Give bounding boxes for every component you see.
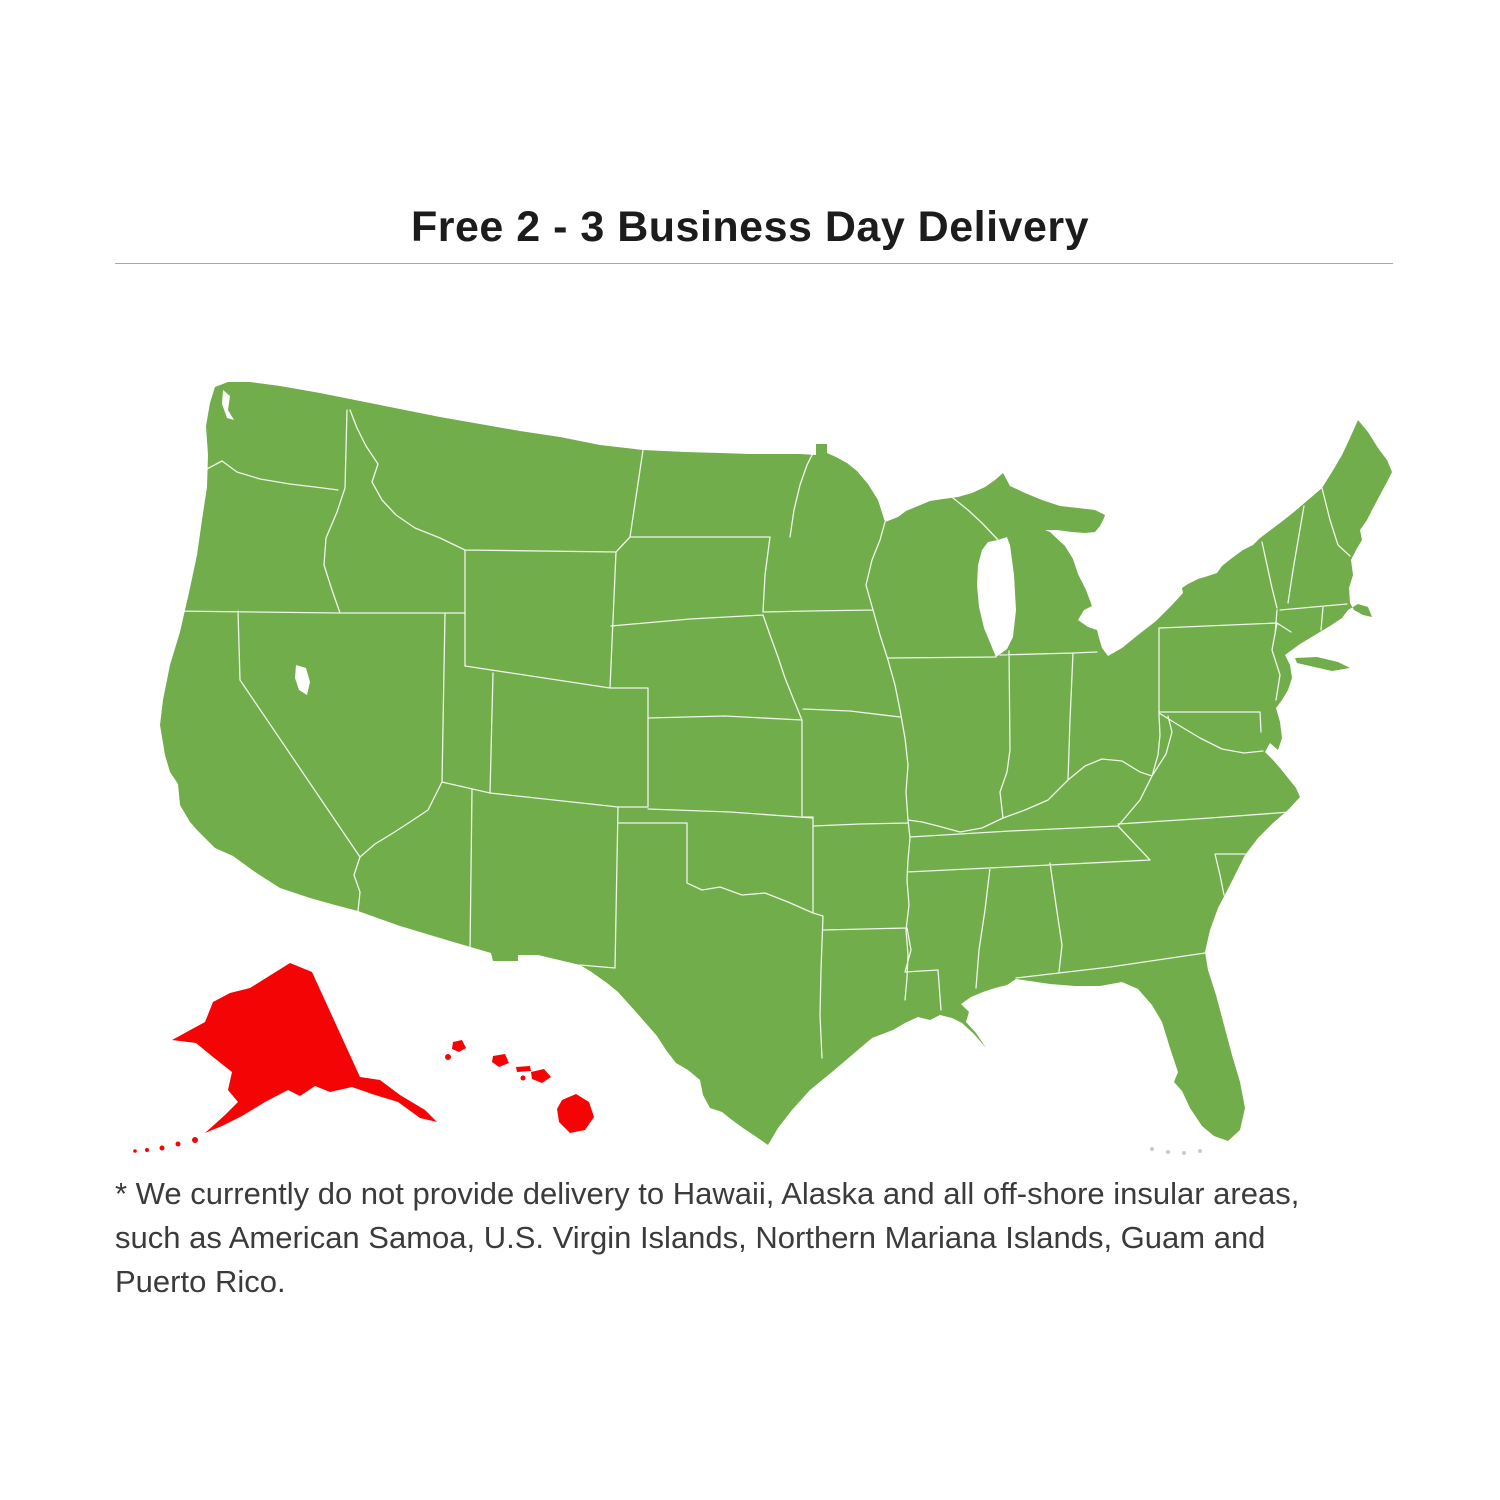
disclaimer-line-1: * We currently do not provide delivery t… [115,1176,1300,1211]
contiguous-us-shape [160,382,1392,1145]
page-title: Free 2 - 3 Business Day Delivery [410,203,1090,251]
disclaimer-line-3: Puerto Rico. [115,1264,286,1299]
hawaii-islands [445,1040,594,1133]
us-map-svg [133,382,1392,1155]
divider-line [115,263,1393,264]
aleutian-islands [133,1137,198,1153]
us-delivery-map [110,360,1400,1170]
florida-keys [1150,1147,1202,1155]
great-salt-lake [295,665,310,695]
puget-sound [222,390,234,420]
state-borders [171,409,1351,1059]
delivery-disclaimer: * We currently do not provide delivery t… [115,1172,1455,1304]
long-island-shape [1295,657,1350,671]
disclaimer-line-2: such as American Samoa, U.S. Virgin Isla… [115,1220,1266,1255]
alaska-shape [172,963,437,1133]
